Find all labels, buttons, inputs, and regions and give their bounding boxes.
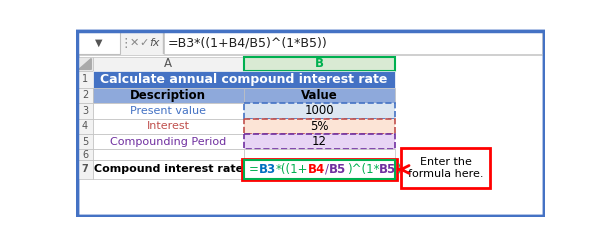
Polygon shape	[79, 59, 92, 69]
Text: Interest: Interest	[147, 121, 190, 131]
Text: 5: 5	[82, 137, 88, 147]
Bar	[93, 149, 244, 160]
Text: Compounding Period: Compounding Period	[110, 137, 227, 147]
Text: Calculate annual compound interest rate: Calculate annual compound interest rate	[100, 73, 388, 86]
Bar	[401, 148, 490, 188]
Text: B5: B5	[379, 163, 396, 176]
Bar	[78, 31, 544, 55]
Bar	[164, 32, 542, 54]
Bar	[78, 149, 93, 160]
Text: /: /	[325, 163, 329, 176]
Text: B4: B4	[308, 163, 325, 176]
Text: 1000: 1000	[305, 104, 335, 117]
Bar	[78, 160, 93, 179]
Bar	[93, 88, 244, 103]
Text: 3: 3	[82, 106, 88, 116]
Text: Enter the
formula here.: Enter the formula here.	[408, 157, 484, 179]
Bar	[78, 134, 93, 149]
Text: 2: 2	[82, 91, 88, 101]
Text: 12: 12	[312, 135, 327, 148]
Text: A: A	[164, 57, 172, 71]
Bar	[93, 71, 395, 88]
Text: B3: B3	[258, 163, 276, 176]
Text: )^(1*: )^(1*	[347, 163, 379, 176]
Text: Description: Description	[130, 89, 207, 102]
Bar	[78, 88, 93, 103]
Bar	[78, 103, 93, 119]
Text: Value: Value	[301, 89, 338, 102]
Bar	[244, 119, 395, 134]
Bar	[78, 32, 120, 54]
Bar	[244, 134, 395, 149]
Text: 6: 6	[82, 150, 88, 160]
Text: =: =	[248, 163, 258, 176]
Bar	[244, 88, 395, 103]
Bar	[242, 159, 396, 180]
Text: 1: 1	[82, 74, 88, 84]
Bar	[244, 160, 395, 179]
Bar	[93, 103, 244, 119]
Text: 7: 7	[82, 164, 88, 174]
Text: B5: B5	[329, 163, 347, 176]
FancyArrowPatch shape	[399, 165, 409, 173]
Text: ✕: ✕	[130, 38, 139, 48]
Text: )): ))	[396, 163, 405, 176]
Bar	[93, 119, 244, 134]
Text: B: B	[315, 57, 324, 71]
Text: Compound interest rate: Compound interest rate	[94, 164, 243, 174]
Bar	[93, 160, 244, 179]
Text: fx: fx	[150, 38, 160, 48]
Text: =B3*((1+B4/B5)^(1*B5)): =B3*((1+B4/B5)^(1*B5))	[167, 37, 327, 50]
Text: 4: 4	[82, 121, 88, 131]
Bar	[93, 57, 244, 71]
Text: ▼: ▼	[95, 38, 103, 48]
Bar	[78, 57, 93, 71]
Text: 5%: 5%	[310, 120, 328, 133]
Text: *((1+: *((1+	[276, 163, 308, 176]
Bar	[244, 57, 395, 71]
Text: Present value: Present value	[130, 106, 207, 116]
Bar	[78, 71, 93, 88]
Bar	[78, 119, 93, 134]
Text: ✓: ✓	[139, 38, 148, 48]
Text: ⋮: ⋮	[119, 37, 132, 50]
Bar	[244, 103, 395, 119]
Bar	[93, 134, 244, 149]
Bar	[244, 149, 395, 160]
